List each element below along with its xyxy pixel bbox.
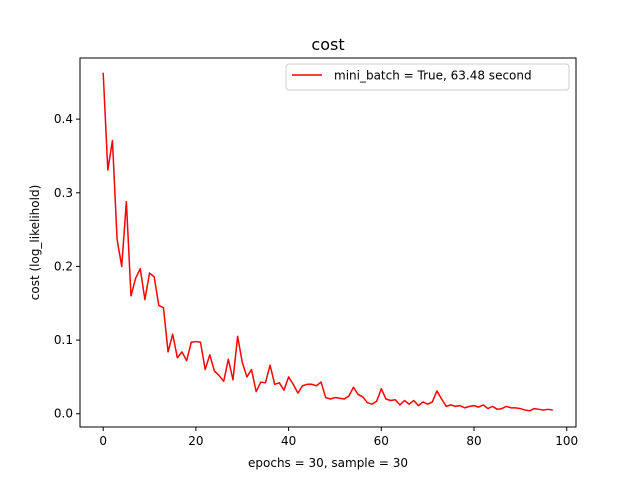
series-layer	[102, 72, 553, 412]
x-axis-label: epochs = 30, sample = 30	[248, 456, 408, 470]
x-tick-label: 80	[466, 434, 481, 448]
x-tick-label: 40	[281, 434, 296, 448]
x-tick-label: 20	[188, 434, 203, 448]
legend: mini_batch = True, 63.48 second	[285, 63, 570, 91]
plot-frame	[79, 57, 577, 428]
x-axis-ticks: 0 20 40 60 80 100	[99, 427, 578, 448]
y-axis-ticks: 0.0 0.1 0.2 0.3 0.4	[54, 112, 80, 421]
y-axis-label: cost (log_likelihold)	[28, 185, 42, 301]
y-tick-label: 0.2	[54, 259, 73, 273]
y-tick-label: 0.3	[54, 186, 73, 200]
chart-title: cost	[311, 35, 344, 54]
x-tick-label: 60	[374, 434, 389, 448]
x-tick-label: 0	[99, 434, 107, 448]
x-tick-label: 100	[555, 434, 578, 448]
legend-entry-label: mini_batch = True, 63.48 second	[334, 69, 532, 83]
y-tick-label: 0.0	[54, 407, 73, 421]
y-tick-label: 0.1	[54, 333, 73, 347]
legend-box	[285, 63, 570, 91]
y-tick-label: 0.4	[54, 112, 73, 126]
series-line	[102, 72, 553, 412]
